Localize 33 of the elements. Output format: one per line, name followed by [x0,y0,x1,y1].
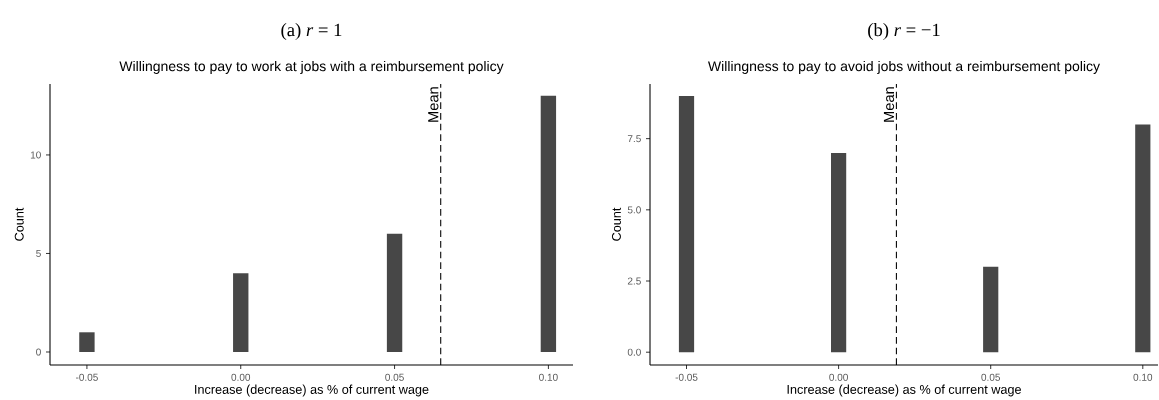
y-tick-label: 5.0 [627,206,641,214]
x-tick-label: -0.05 [675,373,698,381]
y-tick-label: 0 [36,348,41,356]
bar [831,152,847,353]
y-tick-label: 0.0 [627,348,641,356]
chart-subtitle: Willingness to pay to work at jobs with a reimbursement policy [119,60,504,74]
chart-title: (b) r = −1 [868,23,940,40]
x-tick-label: 0.00 [231,373,251,381]
x-axis-title: Increase (decrease) as % of current wage [787,384,1021,397]
bar [540,95,557,352]
y-tick-label: 2.5 [627,277,641,285]
chart-subtitle: Willingness to pay to avoid jobs without a reimbursement policy [707,60,1100,74]
y-axis-title: Count [14,207,24,241]
ref-line-label: Mean [428,87,439,122]
bar [233,273,249,352]
x-tick-label: 0.05 [981,373,1001,381]
y-tick-label: 7.5 [627,135,641,143]
x-tick-label: 0.10 [539,373,558,381]
x-tick-label: 0.00 [829,373,848,381]
y-tick-label: 10 [30,151,41,159]
x-axis-title: Increase (decrease) as % of current wage [195,384,429,397]
ref-line-label: Mean [883,87,895,122]
x-tick-label: -0.05 [75,373,98,381]
bar [1135,124,1151,353]
y-tick-label: 5 [36,249,41,257]
x-tick-label: 0.10 [1133,373,1153,381]
bar [678,95,695,353]
y-axis-title: Count [611,207,621,241]
chart-title: (a) r = 1 [281,23,342,40]
bar [983,266,999,353]
x-tick-label: 0.05 [385,373,404,381]
bar [386,233,403,352]
bar [79,332,95,352]
